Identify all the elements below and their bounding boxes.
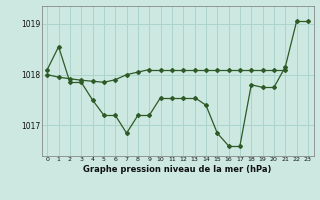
X-axis label: Graphe pression niveau de la mer (hPa): Graphe pression niveau de la mer (hPa) (84, 165, 272, 174)
